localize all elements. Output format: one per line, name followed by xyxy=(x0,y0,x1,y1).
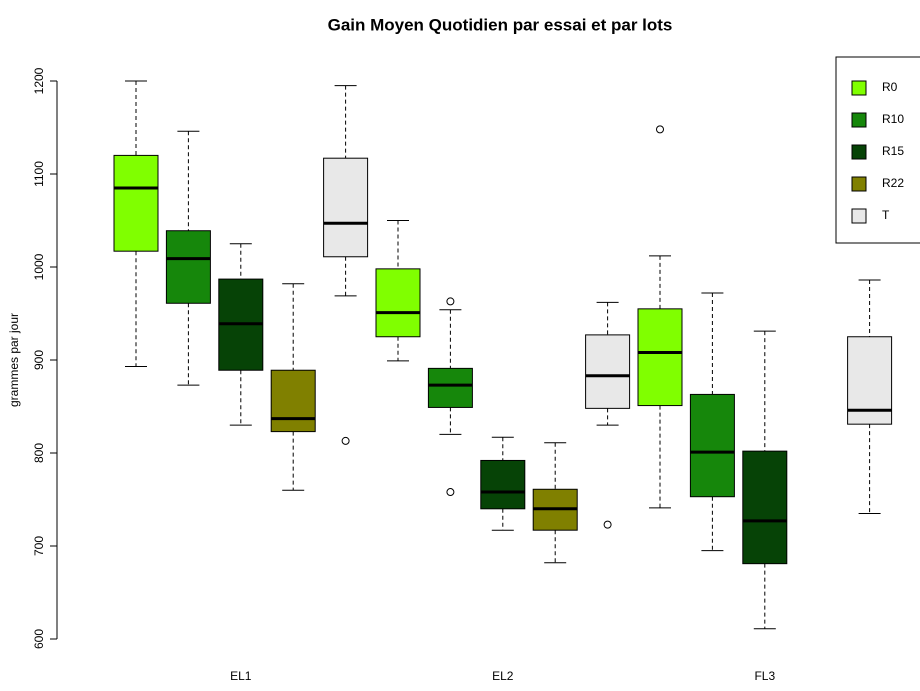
box xyxy=(375,268,421,338)
y-tick-label: 1100 xyxy=(32,161,46,187)
outlier xyxy=(446,297,455,306)
legend-label: R10 xyxy=(882,112,904,126)
legend-label: T xyxy=(882,208,890,222)
box xyxy=(323,157,369,258)
legend-label: R22 xyxy=(882,176,904,190)
box xyxy=(113,154,159,252)
outlier xyxy=(446,488,455,497)
box xyxy=(480,459,526,510)
y-tick-label: 800 xyxy=(32,443,46,463)
box xyxy=(270,369,316,433)
legend-swatch xyxy=(851,208,867,224)
y-tick-label: 600 xyxy=(32,629,46,649)
y-tick-label: 900 xyxy=(32,350,46,370)
y-tick-label: 1000 xyxy=(32,253,46,280)
outlier xyxy=(341,436,350,445)
legend-swatch xyxy=(851,144,867,160)
legend-swatch xyxy=(851,112,867,128)
box xyxy=(742,450,788,565)
outlier xyxy=(603,520,612,529)
legend-label: R0 xyxy=(882,80,898,94)
box xyxy=(585,334,631,409)
x-tick-label: EL1 xyxy=(230,669,252,683)
box xyxy=(689,393,735,498)
legend-swatch xyxy=(851,80,867,96)
y-tick-label: 700 xyxy=(32,536,46,556)
legend-box xyxy=(835,56,920,244)
outlier xyxy=(656,125,664,134)
box xyxy=(427,367,473,408)
x-tick-label: EL2 xyxy=(492,669,514,683)
box xyxy=(637,308,683,407)
y-axis-label: grammes par jour xyxy=(7,313,21,407)
y-tick-label: 1200 xyxy=(32,67,46,94)
legend-swatch xyxy=(851,176,867,192)
legend-label: R15 xyxy=(882,144,904,158)
chart-title: Gain Moyen Quotidien par essai et par lo… xyxy=(328,15,673,34)
box xyxy=(165,230,211,304)
x-tick-label: FL3 xyxy=(754,669,775,683)
